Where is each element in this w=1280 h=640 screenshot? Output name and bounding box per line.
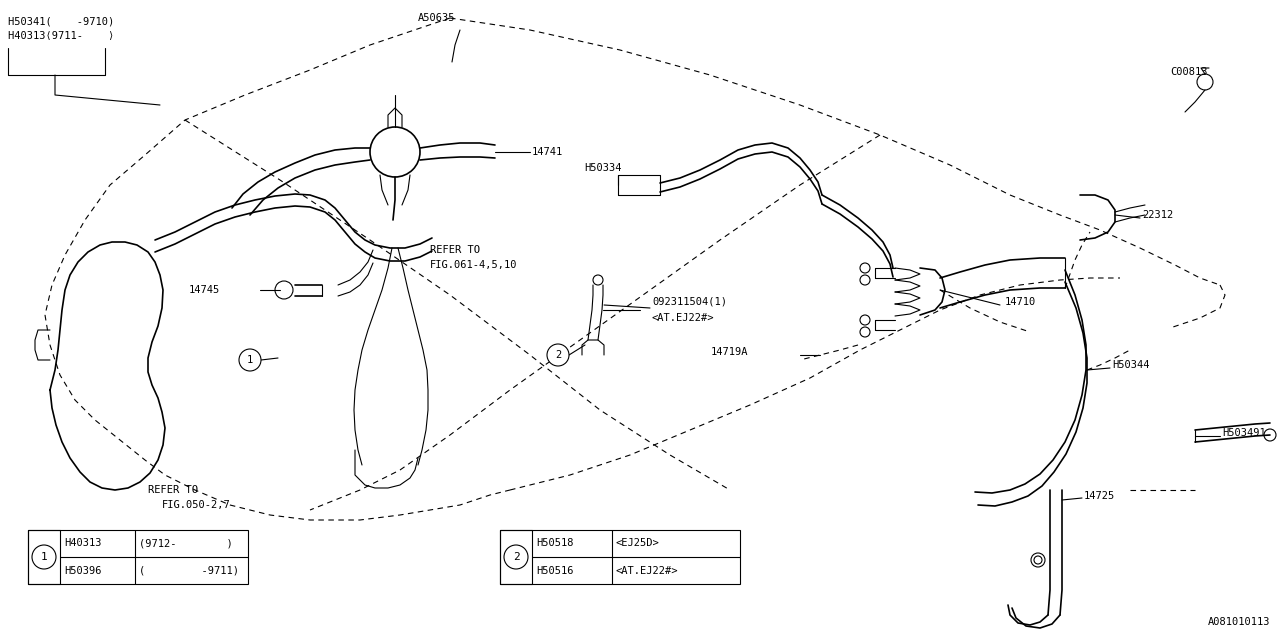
Text: A081010113: A081010113	[1207, 617, 1270, 627]
Text: 14725: 14725	[1084, 491, 1115, 501]
Bar	[500, 530, 532, 584]
Text: 14719A: 14719A	[710, 347, 748, 357]
Text: 14741: 14741	[532, 147, 563, 157]
Bar	[28, 530, 248, 584]
Text: REFER TO: REFER TO	[148, 485, 198, 495]
Circle shape	[547, 344, 570, 366]
Text: H50396: H50396	[64, 566, 101, 575]
Text: <AT.EJ22#>: <AT.EJ22#>	[616, 566, 678, 575]
Text: 2: 2	[554, 350, 561, 360]
Text: A50635: A50635	[419, 13, 456, 23]
Text: (9712-        ): (9712- )	[140, 538, 233, 548]
Text: H50334: H50334	[584, 163, 622, 173]
Text: H50518: H50518	[536, 538, 573, 548]
Text: 14745: 14745	[188, 285, 220, 295]
Text: <AT.EJ22#>: <AT.EJ22#>	[652, 313, 714, 323]
Text: FIG.061-4,5,10: FIG.061-4,5,10	[430, 260, 517, 270]
Text: H50341(    -9710): H50341( -9710)	[8, 17, 114, 27]
Text: H50516: H50516	[536, 566, 573, 575]
Text: 1: 1	[247, 355, 253, 365]
Text: H40313⟨9711-    ⟩: H40313⟨9711- ⟩	[8, 31, 114, 41]
Bar	[500, 530, 740, 584]
Bar	[28, 530, 60, 584]
Text: (         -9711): ( -9711)	[140, 566, 239, 575]
Text: FIG.050-2,7: FIG.050-2,7	[163, 500, 230, 510]
Text: 22312: 22312	[1142, 210, 1174, 220]
Text: H503491: H503491	[1222, 428, 1266, 438]
Circle shape	[32, 545, 56, 569]
Text: H40313: H40313	[64, 538, 101, 548]
Text: 1: 1	[41, 552, 47, 562]
Text: 2: 2	[512, 552, 520, 562]
Text: 14710: 14710	[1005, 297, 1037, 307]
Text: C00813: C00813	[1170, 67, 1207, 77]
Text: <EJ25D>: <EJ25D>	[616, 538, 659, 548]
Circle shape	[239, 349, 261, 371]
Text: REFER TO: REFER TO	[430, 245, 480, 255]
Text: 092311504(1): 092311504(1)	[652, 297, 727, 307]
Circle shape	[504, 545, 529, 569]
Text: H50344: H50344	[1112, 360, 1149, 370]
